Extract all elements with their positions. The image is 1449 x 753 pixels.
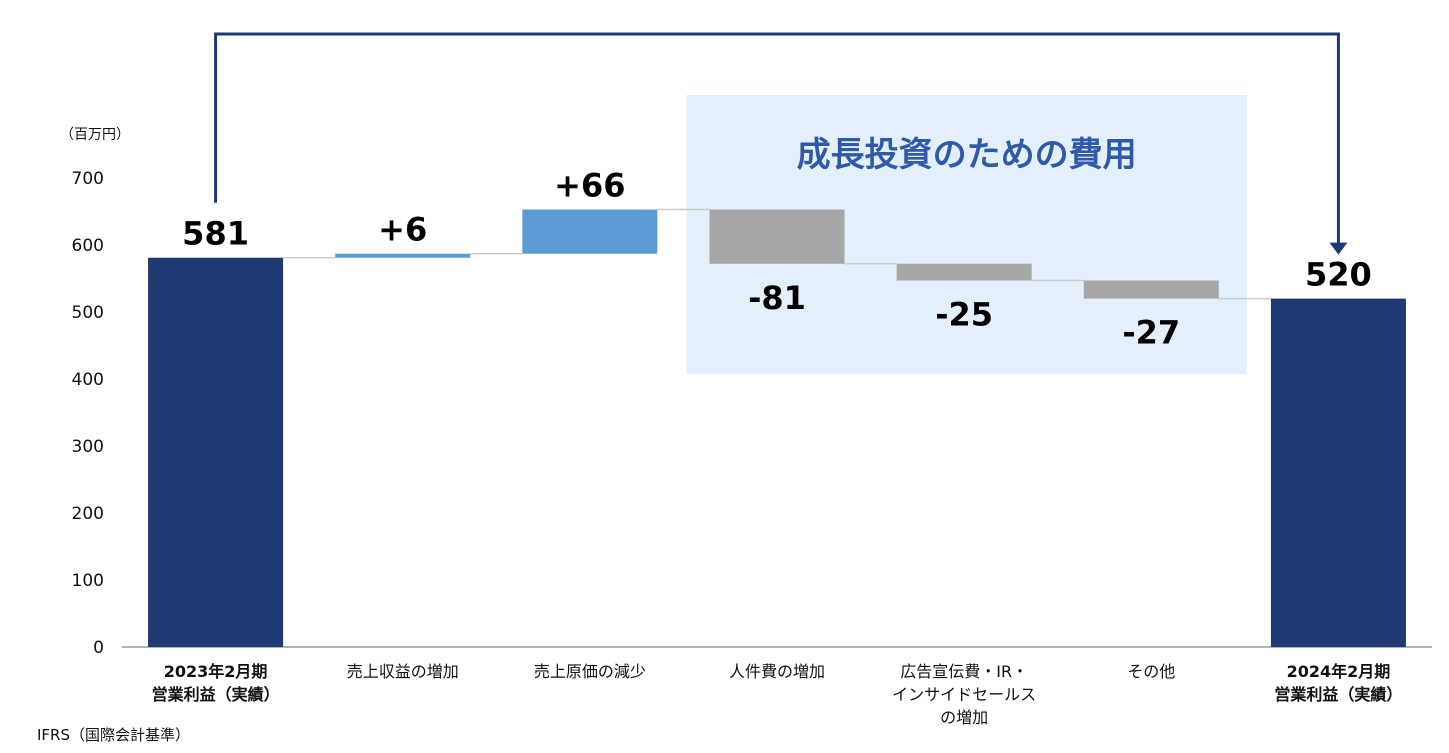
data-label: 581	[182, 215, 249, 253]
data-label: -25	[935, 296, 993, 334]
y-tick-label: 300	[72, 437, 104, 457]
comparison-arrow	[214, 32, 1348, 255]
y-tick-label: 600	[72, 236, 104, 256]
bar-5	[1083, 280, 1219, 299]
highlight-title: 成長投資のための費用	[797, 135, 1137, 175]
y-tick-label: 0	[93, 638, 104, 658]
category-label: 売上原価の減少	[534, 662, 646, 681]
bar-4	[896, 263, 1032, 281]
y-tick-label: 200	[72, 504, 104, 524]
category-label: 2024年2月期	[1287, 662, 1391, 681]
y-axis: 0 100 200 300 400 500 600 700	[72, 169, 1432, 658]
data-label: -27	[1122, 314, 1180, 352]
category-label: 広告宣伝費・IR・	[900, 662, 1028, 681]
y-tick-label: 400	[72, 370, 104, 390]
connector-lines	[283, 208, 1271, 300]
category-label: インサイドセールス	[892, 685, 1036, 704]
category-label: 営業利益（実績）	[152, 685, 280, 704]
data-label: +66	[554, 166, 625, 204]
data-label: -81	[748, 279, 806, 317]
category-label: 営業利益（実績）	[1274, 685, 1402, 704]
footnote: IFRS（国際会計基準）	[37, 726, 190, 744]
data-label: +6	[378, 211, 427, 249]
bars	[148, 209, 1406, 647]
category-label: 人件費の増加	[729, 662, 825, 681]
category-label: 2023年2月期	[164, 662, 268, 681]
y-tick-label: 500	[72, 303, 104, 323]
data-label: 520	[1305, 256, 1372, 294]
bar-3	[709, 209, 845, 264]
category-label: その他	[1127, 662, 1175, 681]
y-unit-label: （百万円）	[60, 127, 130, 143]
category-label: の増加	[940, 708, 988, 727]
bar-2	[522, 209, 658, 254]
y-tick-label: 700	[72, 169, 104, 189]
y-tick-label: 100	[72, 571, 104, 591]
bar-0	[148, 257, 284, 647]
bar-1	[335, 253, 471, 258]
bar-6	[1270, 298, 1406, 647]
category-label: 売上収益の増加	[347, 662, 459, 681]
data-labels: 581 +6 +66 -81 -25 -27 520	[182, 166, 1372, 351]
arrow-head-icon	[1329, 242, 1348, 255]
arrow-line	[214, 32, 1340, 244]
